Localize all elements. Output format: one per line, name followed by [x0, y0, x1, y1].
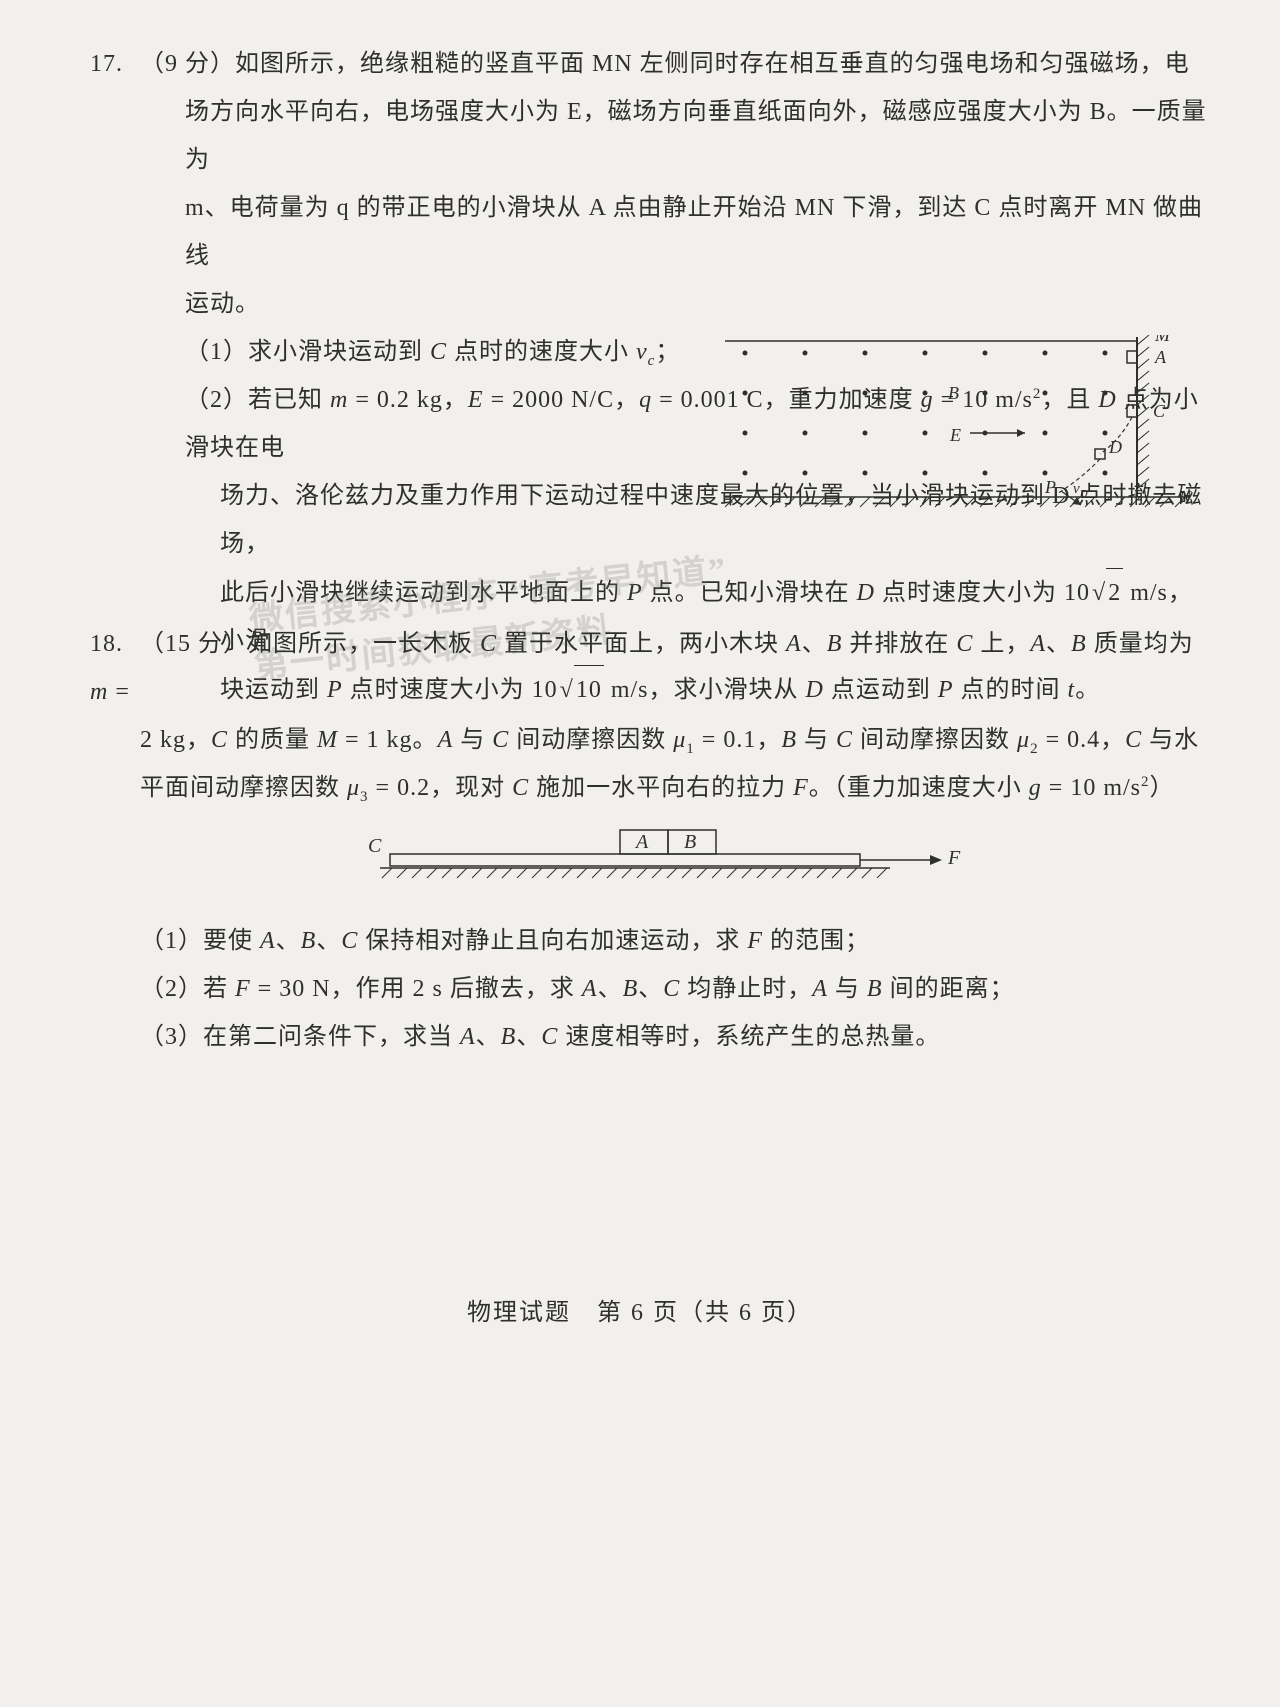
q17-number: 17.: [90, 40, 140, 88]
q17-line1: 17.（9 分）如图所示，绝缘粗糙的竖直平面 MN 左侧同时存在相互垂直的匀强电…: [90, 40, 1210, 88]
svg-text:P: P: [1044, 477, 1056, 497]
q18-line1: 18.（15 分）如图所示，一长木板 C 置于水平面上，两小木块 A、B 并排放…: [90, 620, 1210, 716]
q18-diagram-svg: C A B F: [330, 820, 970, 890]
q18-body-l3: 平面间动摩擦因数 μ3 = 0.2，现对 C 施加一水平向右的拉力 F。（重力加…: [90, 764, 1210, 812]
q18-number: 18.: [90, 620, 140, 668]
svg-text:F: F: [947, 847, 961, 869]
q18-part1: （1）要使 A、B、C 保持相对静止且向右加速运动，求 F 的范围；: [90, 917, 1210, 965]
page-footer: 物理试题 第 6 页（共 6 页）: [0, 1292, 1280, 1327]
svg-text:A: A: [634, 831, 649, 853]
q17-diagram-svg: M A B C E D P vD N: [725, 335, 1205, 530]
q17-diagram: M A B C E D P vD N: [725, 335, 1205, 530]
q18-part3: （3）在第二问条件下，求当 A、B、C 速度相等时，系统产生的总热量。: [90, 1013, 1210, 1061]
block-C: [1127, 405, 1137, 417]
q17-body-l4: 运动。: [90, 280, 1210, 328]
wall-hatching: [1137, 335, 1149, 489]
q18-diagram: C A B F: [330, 820, 970, 907]
field-dots: [743, 351, 1108, 476]
q18-points: （15 分）: [140, 631, 248, 657]
q17-body-l1: 如图所示，绝缘粗糙的竖直平面 MN 左侧同时存在相互垂直的匀强电场和匀强磁场，电: [235, 51, 1190, 77]
block-A: [1127, 351, 1137, 363]
q18-body-l2: 2 kg，C 的质量 M = 1 kg。A 与 C 间动摩擦因数 μ1 = 0.…: [90, 716, 1210, 764]
q17-body-l2: 场方向水平向右，电场强度大小为 E，磁场方向垂直纸面向外，磁感应强度大小为 B。…: [90, 88, 1210, 184]
svg-text:M: M: [1154, 335, 1171, 345]
svg-text:C: C: [1153, 401, 1166, 421]
svg-text:C: C: [368, 835, 382, 857]
svg-text:D: D: [1108, 437, 1122, 457]
svg-text:A: A: [1154, 347, 1167, 367]
q17-points: （9 分）: [140, 51, 235, 77]
q18-part2: （2）若 F = 30 N，作用 2 s 后撤去，求 A、B、C 均静止时，A …: [90, 965, 1210, 1013]
ground-hatching: [725, 497, 1185, 507]
svg-text:B: B: [684, 831, 697, 853]
question-18: 18.（15 分）如图所示，一长木板 C 置于水平面上，两小木块 A、B 并排放…: [90, 620, 1210, 1061]
svg-text:N: N: [1178, 487, 1192, 507]
svg-text:E: E: [949, 425, 961, 445]
svg-text:B: B: [948, 383, 959, 403]
q17-body-l3: m、电荷量为 q 的带正电的小滑块从 A 点由静止开始沿 MN 下滑，到达 C …: [90, 184, 1210, 280]
